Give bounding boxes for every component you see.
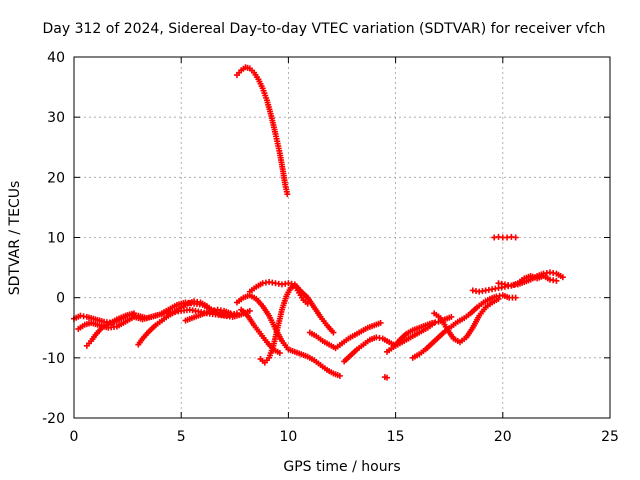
data-point <box>246 307 253 314</box>
x-tick-label: 0 <box>70 429 79 445</box>
y-tick-label: 0 <box>56 291 65 307</box>
data-points <box>71 64 566 381</box>
y-tick-label: -20 <box>42 411 65 427</box>
data-point <box>384 374 391 381</box>
series-track-e <box>83 310 138 349</box>
data-point <box>284 191 291 198</box>
data-point <box>336 372 343 379</box>
y-tick-label: 20 <box>47 170 65 186</box>
data-point <box>512 234 519 241</box>
y-tick-labels: -20 -10 0 10 20 30 40 <box>42 50 65 427</box>
plot-frame <box>73 56 611 419</box>
series-track-f <box>135 298 230 348</box>
data-point <box>553 277 560 284</box>
data-point <box>495 295 502 302</box>
data-point <box>276 350 283 357</box>
x-tick-label: 25 <box>601 429 619 445</box>
chart-title: Day 312 of 2024, Sidereal Day-to-day VTE… <box>42 21 605 37</box>
data-point <box>559 274 566 281</box>
series-track-j <box>246 279 337 336</box>
data-point <box>227 310 234 317</box>
data-point <box>377 319 384 326</box>
data-point <box>448 313 455 320</box>
series-track-l <box>306 319 384 352</box>
data-point <box>512 294 519 301</box>
series-track-n <box>381 374 391 381</box>
x-tick-label: 5 <box>177 429 186 445</box>
x-axis-label: GPS time / hours <box>283 459 400 475</box>
y-axis-label: SDTVAR / TECUs <box>7 181 23 296</box>
data-point <box>330 329 337 336</box>
series-track-p <box>409 292 519 361</box>
data-point <box>131 310 138 317</box>
series-track-b-high <box>491 233 519 241</box>
y-tick-label: -10 <box>42 351 65 367</box>
x-tick-label: 20 <box>494 429 512 445</box>
grid <box>74 57 610 418</box>
y-tick-label: 10 <box>47 231 65 247</box>
series-track-a-high <box>233 64 291 198</box>
series-track-k <box>238 306 283 357</box>
y-tick-label: 30 <box>47 110 65 126</box>
series-track-g <box>182 306 234 324</box>
x-tick-label: 10 <box>279 429 297 445</box>
series-track-s <box>495 273 560 289</box>
x-tick-labels: 0 5 10 15 20 25 <box>70 429 619 445</box>
x-tick-label: 15 <box>387 429 405 445</box>
series-track-h <box>233 292 343 379</box>
series-track-q <box>431 295 502 346</box>
data-point <box>233 310 240 317</box>
y-tick-label: 40 <box>47 50 65 66</box>
